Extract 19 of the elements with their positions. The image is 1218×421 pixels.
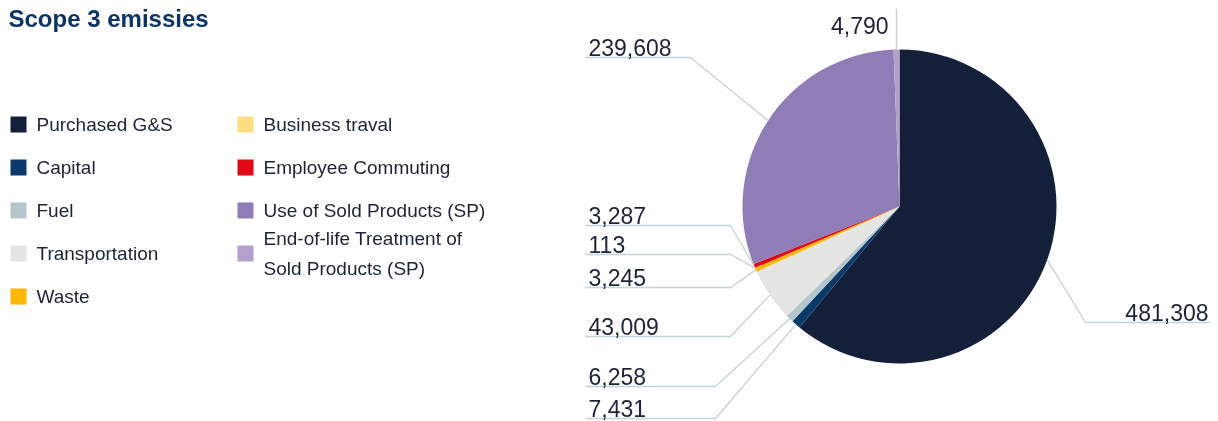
data-label: 3,245 [588, 264, 647, 291]
legend-label: Capital [36, 157, 96, 178]
legend-label: Waste [36, 286, 90, 307]
data-label: 4,790 [830, 12, 889, 39]
data-label: 239,608 [588, 34, 672, 61]
data-label: 43,009 [588, 313, 659, 340]
data-label: 6,258 [588, 363, 647, 390]
legend-label: End-of-life Treatment of Sold Products (SP) [263, 227, 463, 280]
legend-label: Business traval [263, 114, 393, 135]
data-label: 481,308 [1125, 299, 1209, 326]
data-label: 3,287 [588, 202, 647, 229]
legend-label: Transportation [36, 243, 159, 264]
data-label: 113 [588, 231, 626, 258]
legend-label: Fuel [36, 200, 74, 221]
data-label: 7,431 [588, 395, 647, 421]
legend-label: Purchased G&S [36, 114, 173, 135]
legend-label: Use of Sold Products (SP) [263, 200, 486, 221]
chart-title: Scope 3 emissies [8, 4, 209, 32]
legend-label: Employee Commuting [263, 157, 451, 178]
